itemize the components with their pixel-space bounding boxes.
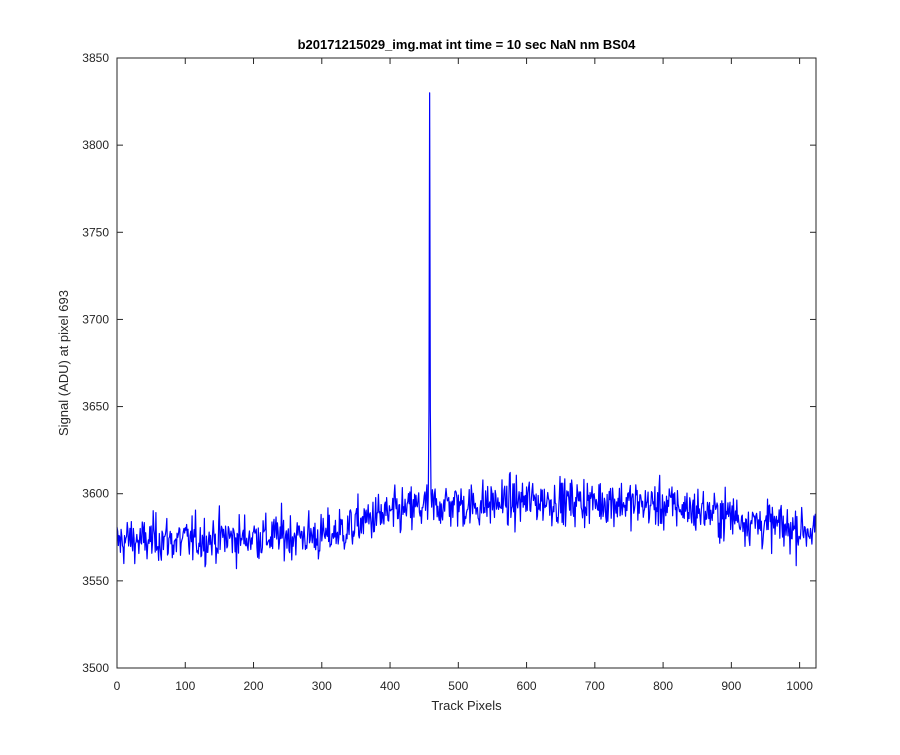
- x-tick-label-10: 1000: [786, 679, 813, 693]
- series-line-0: [116, 92, 816, 570]
- x-tick-label-4: 400: [380, 679, 400, 693]
- x-tick-label-0: 0: [114, 679, 121, 693]
- x-axis-label: Track Pixels: [431, 698, 502, 713]
- x-tick-label-7: 700: [585, 679, 605, 693]
- y-tick-label-5: 3750: [82, 225, 109, 239]
- y-axis-label: Signal (ADU) at pixel 693: [56, 290, 71, 436]
- y-tick-label-4: 3700: [82, 312, 109, 326]
- x-tick-label-9: 900: [721, 679, 741, 693]
- plot-frame: [116, 57, 817, 669]
- y-tick-label-6: 3800: [82, 138, 109, 152]
- y-tick-label-7: 3850: [82, 51, 109, 65]
- y-tick-label-1: 3550: [82, 574, 109, 588]
- series-layer: [116, 92, 816, 570]
- x-axis: 0 100 200 300 400 500 600 700 800 900 1000: [114, 58, 813, 693]
- x-tick-label-2: 200: [244, 679, 264, 693]
- x-tick-label-8: 800: [653, 679, 673, 693]
- x-tick-label-6: 600: [517, 679, 537, 693]
- y-tick-label-2: 3600: [82, 487, 109, 501]
- chart-title: b20171215029_img.mat int time = 10 sec N…: [298, 37, 637, 52]
- y-axis: 3500 3550 3600 3650 3700 3750 3800 3850: [82, 51, 816, 675]
- x-tick-label-3: 300: [312, 679, 332, 693]
- y-tick-label-3: 3650: [82, 400, 109, 414]
- y-tick-label-0: 3500: [82, 661, 109, 675]
- x-tick-label-5: 500: [448, 679, 468, 693]
- x-tick-label-1: 100: [175, 679, 195, 693]
- plot-background: [117, 58, 816, 668]
